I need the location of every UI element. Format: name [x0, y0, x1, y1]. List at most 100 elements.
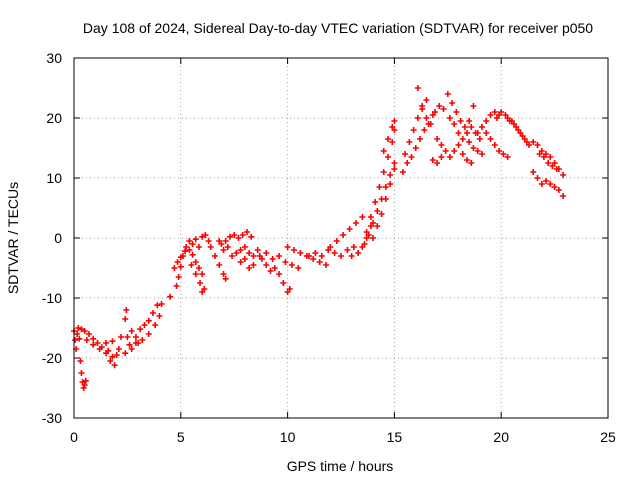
data-point	[470, 145, 477, 151]
data-point	[389, 139, 396, 145]
data-point	[434, 160, 441, 166]
data-point	[103, 340, 110, 346]
data-point	[434, 136, 441, 142]
data-point	[491, 142, 498, 148]
data-point	[374, 208, 381, 214]
data-point	[382, 184, 389, 190]
data-point	[80, 385, 87, 391]
data-point	[547, 154, 554, 160]
data-point	[132, 340, 139, 346]
x-tick-label: 25	[600, 429, 616, 445]
data-point	[167, 293, 174, 300]
data-point	[504, 115, 511, 121]
data-point	[476, 136, 483, 142]
data-point	[83, 337, 90, 343]
data-point	[195, 265, 202, 271]
data-point	[419, 103, 426, 109]
data-point	[455, 130, 462, 136]
data-point	[226, 233, 233, 240]
data-point	[241, 256, 248, 262]
data-point	[105, 347, 112, 354]
data-point	[466, 139, 473, 145]
data-point	[189, 241, 196, 247]
data-point	[553, 166, 560, 172]
data-point	[76, 335, 83, 342]
data-point	[244, 229, 251, 235]
y-tick-label: 30	[46, 50, 62, 66]
data-point	[126, 341, 133, 348]
data-point	[276, 271, 283, 277]
tick-labels: 0 5 10 15 20 25 -30 -20 -10 0 10 20 30	[42, 50, 616, 445]
data-point	[534, 142, 541, 148]
data-point	[192, 259, 199, 265]
data-point	[96, 346, 103, 352]
data-point	[177, 254, 184, 261]
data-point	[380, 148, 387, 154]
data-point	[406, 139, 413, 145]
data-point	[355, 250, 362, 256]
data-point	[246, 250, 253, 256]
data-point	[220, 271, 227, 277]
y-tick-label: 0	[54, 230, 62, 246]
data-point	[498, 109, 505, 115]
data-point	[408, 154, 415, 160]
data-point	[453, 109, 460, 115]
data-point	[359, 214, 366, 220]
data-point	[115, 346, 122, 352]
data-point	[177, 263, 184, 270]
data-point	[72, 337, 79, 343]
data-point	[239, 232, 246, 238]
data-point	[323, 262, 330, 268]
data-point	[384, 136, 391, 142]
data-point	[117, 334, 124, 340]
data-point	[461, 124, 468, 130]
data-point	[90, 335, 97, 342]
data-point	[466, 118, 473, 124]
data-point	[192, 271, 199, 277]
chart-title: Day 108 of 2024, Sidereal Day-to-day VTE…	[83, 20, 593, 36]
data-point	[188, 262, 195, 268]
data-point	[139, 337, 146, 343]
data-point	[123, 307, 130, 313]
data-point	[370, 220, 377, 226]
data-point	[81, 382, 88, 388]
data-point	[446, 154, 453, 160]
data-point	[288, 262, 295, 268]
data-point	[508, 118, 515, 124]
data-point	[478, 151, 485, 157]
data-point	[376, 184, 383, 190]
data-point	[521, 136, 528, 142]
data-point	[496, 148, 503, 154]
data-point	[295, 265, 302, 271]
y-tick-label: 10	[46, 170, 62, 186]
data-point	[474, 148, 481, 154]
data-point	[282, 259, 289, 265]
data-point	[250, 253, 257, 259]
data-point	[442, 148, 449, 154]
y-tick-label: -30	[42, 410, 62, 426]
data-point	[90, 341, 97, 348]
data-point	[333, 238, 340, 244]
data-point	[464, 130, 471, 136]
data-point	[399, 169, 406, 175]
data-point	[547, 181, 554, 187]
data-point	[387, 181, 394, 187]
data-point	[174, 259, 181, 265]
data-point	[513, 124, 520, 130]
data-point	[549, 163, 556, 169]
data-point	[457, 118, 464, 124]
data-point	[470, 103, 477, 109]
data-point	[220, 247, 227, 253]
data-point	[427, 121, 434, 127]
y-tick-label: -20	[42, 350, 62, 366]
data-point	[231, 232, 238, 238]
data-point	[122, 350, 129, 357]
data-point	[229, 253, 236, 259]
data-point	[374, 223, 381, 229]
data-point	[267, 268, 274, 274]
data-point	[500, 151, 507, 157]
data-point	[338, 253, 344, 259]
data-point	[248, 233, 255, 240]
data-point	[538, 181, 545, 187]
data-point	[382, 196, 389, 202]
